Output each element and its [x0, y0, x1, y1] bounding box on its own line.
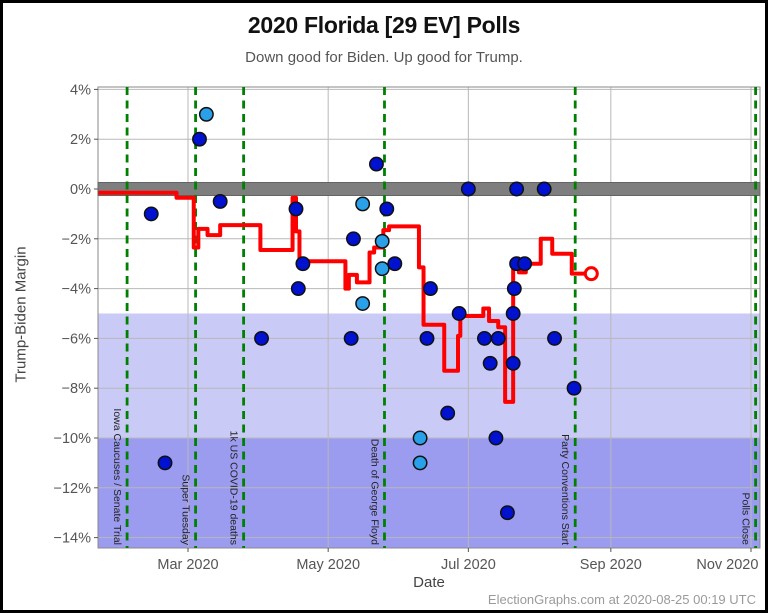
poll-point: [343, 330, 359, 346]
chart-title: 2020 Florida [29 EV] Polls: [247, 12, 521, 38]
zero-margin-band: [97, 182, 761, 196]
poll-point: [566, 380, 582, 396]
poll-point: [476, 330, 492, 346]
poll-point: [482, 355, 498, 371]
x-tick-label: May 2020: [296, 557, 360, 573]
event-label: Super Tuesday: [180, 474, 192, 545]
poll-point: [374, 261, 390, 277]
poll-point: [505, 355, 521, 371]
event-label: Polls Close: [740, 492, 752, 545]
y-tick-label: −12%: [54, 481, 92, 497]
y-tick-label: −2%: [62, 232, 92, 248]
y-axis-title: Trump-Biden Margin: [12, 246, 30, 383]
poll-point: [440, 405, 456, 421]
poll-point: [355, 196, 371, 212]
poll-point: [295, 256, 311, 272]
y-tick-label: −10%: [54, 431, 92, 447]
poll-point: [488, 430, 504, 446]
poll-point: [192, 131, 207, 147]
y-tick-label: −8%: [62, 381, 92, 397]
poll-point: [422, 281, 438, 297]
poll-point: [212, 194, 228, 209]
event-label: 1k US COVID-19 deaths: [228, 431, 240, 545]
event-label: Iowa Caucuses / Senate Trial: [111, 408, 123, 545]
poll-point: [355, 296, 371, 311]
x-axis-title: Date: [413, 574, 445, 591]
x-tick-label: Sep 2020: [580, 557, 642, 573]
poll-point: [536, 181, 552, 197]
zone-band: [98, 438, 760, 548]
poll-point: [490, 330, 506, 346]
y-tick-label: −6%: [62, 331, 92, 347]
poll-point: [505, 306, 521, 321]
event-label: Death of George Floyd: [368, 439, 380, 545]
poll-point: [374, 233, 390, 249]
x-tick-label: Nov 2020: [696, 557, 758, 573]
poll-point: [198, 106, 214, 122]
poll-point: [506, 281, 522, 297]
x-tick-label: Mar 2020: [157, 557, 218, 573]
poll-point: [157, 455, 173, 471]
poll-point: [143, 206, 159, 222]
plot-frame: [97, 86, 761, 549]
event-label: Party Conventions Start: [559, 434, 571, 545]
poll-point: [499, 505, 515, 521]
y-tick-label: 0%: [70, 182, 91, 198]
y-tick-label: 2%: [70, 132, 91, 148]
trend-endpoint-marker: [583, 266, 599, 282]
y-tick-label: −14%: [54, 531, 92, 547]
poll-point: [387, 256, 403, 272]
poll-point: [346, 231, 361, 247]
poll-point: [509, 181, 525, 197]
poll-point: [288, 201, 304, 217]
poll-point: [460, 181, 476, 197]
poll-point: [368, 156, 384, 172]
poll-chart: Iowa Caucuses / Senate Trial Super Tuesda…: [54, 82, 761, 573]
x-tick-label: Jul 2020: [441, 557, 496, 573]
poll-point: [290, 281, 306, 297]
y-tick-label: 4%: [70, 82, 91, 98]
poll-point: [547, 330, 562, 346]
poll-point: [419, 330, 435, 346]
poll-point: [517, 256, 533, 272]
attribution-text: ElectionGraphs.com at 2020-08-25 00:19 U…: [487, 592, 756, 607]
y-tick-label: −4%: [62, 282, 92, 298]
poll-point: [379, 201, 395, 217]
poll-point: [412, 455, 428, 471]
poll-point: [451, 306, 467, 321]
chart-subtitle: Down good for Biden. Up good for Trump.: [245, 49, 523, 66]
poll-point: [412, 430, 428, 446]
poll-point: [254, 330, 269, 346]
